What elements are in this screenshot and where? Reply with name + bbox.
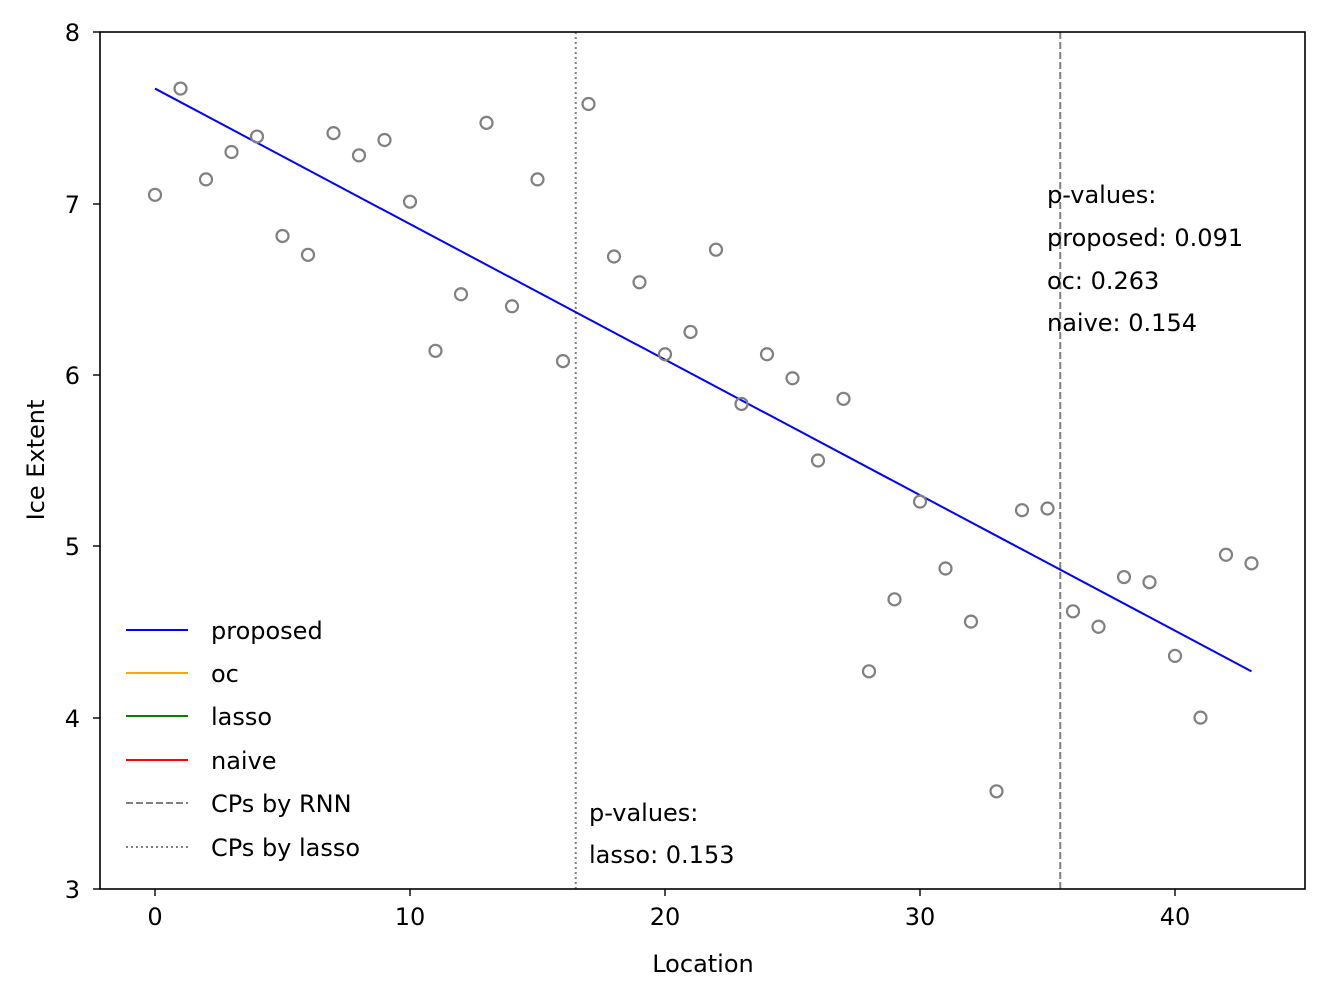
data-point [300,247,316,262]
data-point [351,148,367,163]
data-point [1244,556,1259,571]
data-point [1091,619,1106,634]
plot-area [147,32,1259,889]
data-point [708,242,724,257]
data-point [173,81,188,96]
x-tick-label: 40 [1160,903,1191,931]
x-tick-label: 0 [147,903,162,931]
data-point [836,391,851,406]
y-tick-label: 8 [65,19,80,47]
data-point [249,129,265,144]
data-point [377,132,392,148]
pvalue-annotation-rnn: p-values: proposed: 0.091 oc: 0.263 naiv… [1047,181,1243,337]
data-point [224,144,239,160]
x-tick-label: 20 [650,903,681,931]
data-point [1040,501,1055,516]
data-point [1142,575,1157,590]
data-point [1065,604,1081,619]
data-point [657,347,673,362]
y-tick-label: 3 [65,876,80,904]
data-point [989,784,1004,799]
data-point [198,172,214,187]
data-point [479,115,494,130]
data-point [912,494,928,509]
data-point [453,287,469,302]
data-point [606,249,622,264]
legend-label: naive [211,747,277,775]
data-point [683,324,698,340]
data-point [555,353,571,369]
data-point [1167,648,1183,663]
x-tick-label: 30 [905,903,936,931]
series-line-proposed [154,87,1252,673]
data-point [504,299,520,314]
data-point [759,347,775,362]
y-axis-label: Ice Extent [22,400,50,521]
data-point [530,172,545,187]
data-point [938,561,953,576]
annotation-line: p-values: [589,799,698,827]
y-tick-label: 6 [65,362,80,390]
data-point [810,453,826,468]
data-point [1014,503,1030,518]
data-point [275,228,290,244]
annotation-line: p-values: [1047,181,1156,209]
data-point [963,614,979,629]
annotation-line: oc: 0.263 [1047,267,1159,295]
data-point [1218,547,1234,562]
y-tick-label: 7 [65,191,80,219]
data-point [428,343,443,358]
x-tick-label: 10 [395,903,426,931]
y-axis: 3 4 5 6 7 8 Ice Extent [22,19,100,904]
legend-label: oc [211,660,239,688]
x-axis-label: Location [652,950,754,978]
annotation-line: proposed: 0.091 [1047,224,1243,252]
data-point [887,592,902,607]
annotation-line: naive: 0.154 [1047,309,1197,337]
data-point [734,396,749,412]
y-tick-label: 5 [65,533,80,561]
data-point [1116,569,1132,585]
data-point [632,275,647,290]
annotation-line: lasso: 0.153 [589,841,735,869]
legend-label: CPs by lasso [211,834,360,862]
data-point [861,664,877,679]
axes-frame [99,31,1306,890]
legend-label: lasso [211,703,272,731]
data-point [147,187,163,202]
data-point [785,371,800,386]
data-point [1193,710,1208,725]
data-point [581,96,596,112]
legend-label: CPs by RNN [211,790,352,818]
data-point [402,194,418,209]
legend: proposed oc lasso naive CPs by RNN CPs b… [126,617,360,862]
x-axis: 0 10 20 30 40 Location [147,889,1190,978]
pvalue-annotation-lasso: p-values: lasso: 0.153 [589,799,735,869]
data-point [326,126,341,141]
legend-label: proposed [211,617,323,645]
y-tick-label: 4 [65,705,80,733]
